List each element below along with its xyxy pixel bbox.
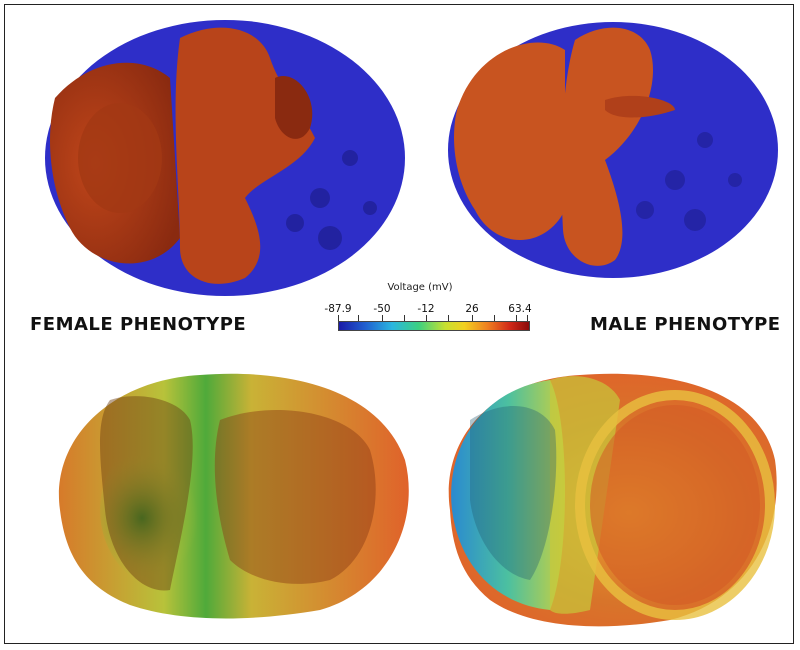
male-top-heart-render xyxy=(435,10,785,290)
colorbar-title: Voltage (mV) xyxy=(387,282,453,293)
female-bottom-heart-render xyxy=(50,360,420,625)
colorbar-tick-label: -12 xyxy=(417,303,435,315)
figure-frame xyxy=(4,4,794,644)
colorbar-tick-label: -87.9 xyxy=(324,303,352,315)
male-bottom-heart-render xyxy=(440,360,785,635)
colorbar-tick-label: -50 xyxy=(373,303,391,315)
female-top-heart-render xyxy=(30,8,415,303)
colorbar-ticks xyxy=(338,315,528,321)
colorbar-tick-label: 63.4 xyxy=(508,303,532,315)
female-phenotype-label: FEMALE PHENOTYPE xyxy=(30,314,247,335)
colorbar-gradient xyxy=(338,321,530,331)
colorbar-tick-label: 26 xyxy=(465,303,479,315)
male-phenotype-label: MALE PHENOTYPE xyxy=(590,314,781,335)
voltage-colorbar: Voltage (mV) -87.9 -50 -12 26 63.4 xyxy=(320,282,532,342)
